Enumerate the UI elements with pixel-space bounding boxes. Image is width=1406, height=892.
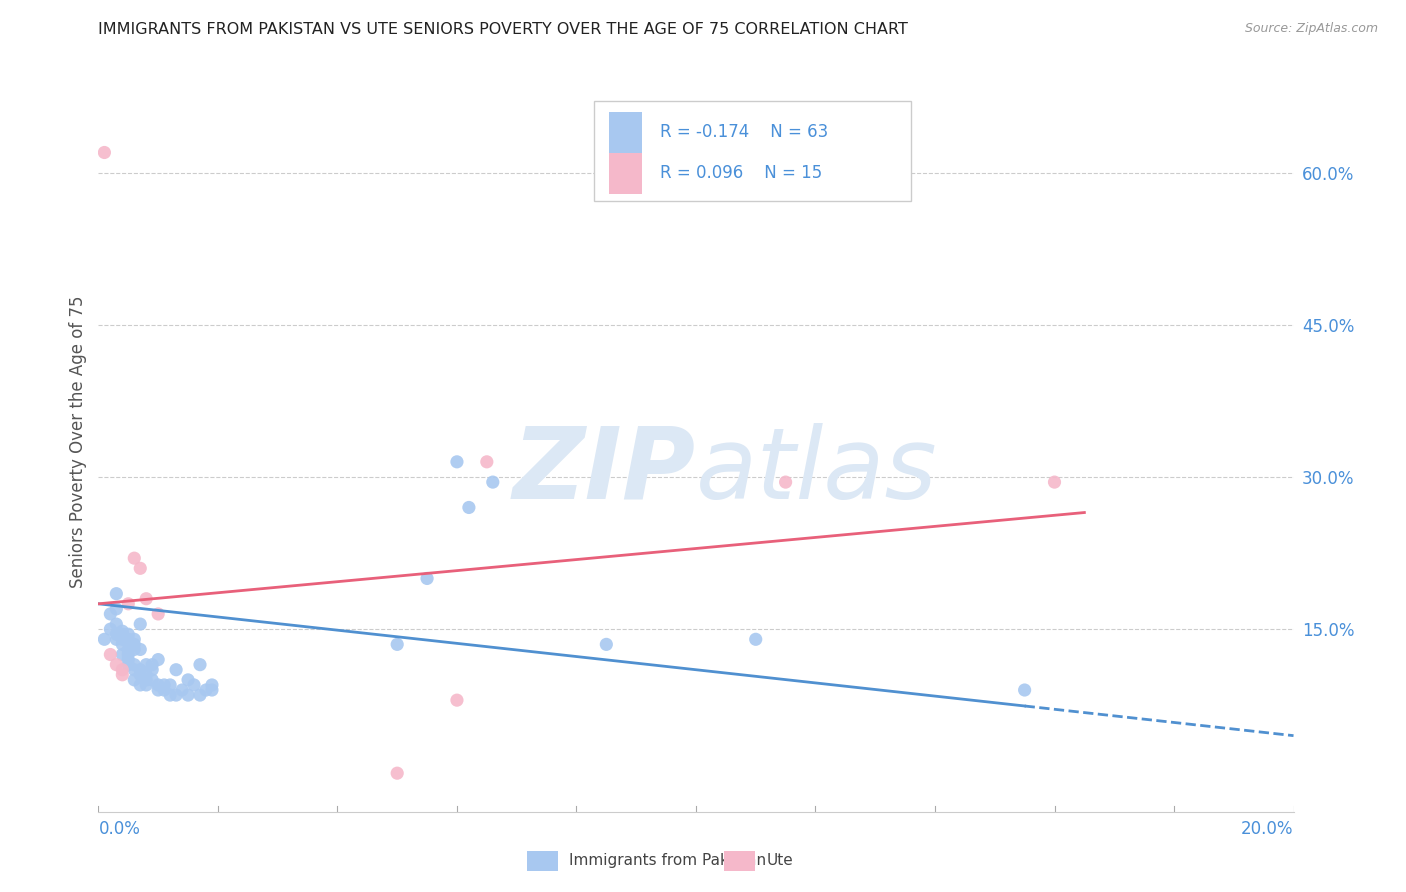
Point bbox=[105, 657, 128, 672]
Point bbox=[446, 455, 468, 469]
Bar bbox=[609, 153, 643, 194]
Point bbox=[177, 673, 200, 687]
Point bbox=[135, 657, 157, 672]
FancyBboxPatch shape bbox=[595, 101, 911, 201]
Bar bbox=[609, 112, 643, 153]
Point bbox=[111, 624, 134, 639]
Text: IMMIGRANTS FROM PAKISTAN VS UTE SENIORS POVERTY OVER THE AGE OF 75 CORRELATION C: IMMIGRANTS FROM PAKISTAN VS UTE SENIORS … bbox=[98, 22, 908, 37]
Point bbox=[475, 455, 498, 469]
Point bbox=[124, 551, 146, 566]
Y-axis label: Seniors Poverty Over the Age of 75: Seniors Poverty Over the Age of 75 bbox=[69, 295, 87, 588]
Point bbox=[201, 678, 224, 692]
Point bbox=[135, 591, 157, 606]
Point bbox=[159, 688, 181, 702]
Point bbox=[141, 663, 163, 677]
Point bbox=[135, 678, 157, 692]
Point bbox=[385, 766, 409, 780]
Point bbox=[105, 632, 128, 647]
Point bbox=[117, 648, 139, 662]
Point bbox=[117, 642, 139, 657]
Point bbox=[129, 663, 152, 677]
Point bbox=[124, 663, 146, 677]
Point bbox=[105, 602, 128, 616]
Point bbox=[117, 657, 139, 672]
Point bbox=[93, 145, 115, 160]
Point bbox=[153, 678, 176, 692]
Point bbox=[124, 642, 146, 657]
Point bbox=[148, 683, 170, 698]
Point bbox=[117, 632, 139, 647]
Point bbox=[1043, 475, 1066, 489]
Point bbox=[100, 607, 122, 621]
Text: ZIP: ZIP bbox=[513, 423, 696, 520]
Point bbox=[458, 500, 481, 515]
Text: 0.0%: 0.0% bbox=[98, 820, 141, 838]
Point bbox=[117, 627, 139, 641]
Text: 20.0%: 20.0% bbox=[1241, 820, 1294, 838]
Point bbox=[111, 627, 134, 641]
Point bbox=[745, 632, 768, 647]
Point bbox=[172, 683, 194, 698]
Point bbox=[129, 561, 152, 575]
Point bbox=[148, 652, 170, 666]
Point bbox=[111, 632, 134, 647]
Point bbox=[775, 475, 797, 489]
Point bbox=[385, 637, 409, 651]
Point bbox=[153, 683, 176, 698]
Point bbox=[111, 637, 134, 651]
Point bbox=[129, 642, 152, 657]
Point bbox=[105, 627, 128, 641]
Point bbox=[111, 663, 134, 677]
Point bbox=[93, 632, 115, 647]
Text: Source: ZipAtlas.com: Source: ZipAtlas.com bbox=[1244, 22, 1378, 36]
Point bbox=[148, 678, 170, 692]
Point bbox=[135, 673, 157, 687]
Text: R = 0.096    N = 15: R = 0.096 N = 15 bbox=[661, 164, 823, 182]
Point bbox=[177, 688, 200, 702]
Point bbox=[1014, 683, 1036, 698]
Point bbox=[100, 648, 122, 662]
Text: R = -0.174    N = 63: R = -0.174 N = 63 bbox=[661, 123, 828, 142]
Text: atlas: atlas bbox=[696, 423, 938, 520]
Point bbox=[416, 571, 439, 585]
Point bbox=[117, 652, 139, 666]
Point bbox=[195, 683, 218, 698]
Point bbox=[165, 663, 187, 677]
Point bbox=[124, 673, 146, 687]
Point bbox=[105, 587, 128, 601]
Point bbox=[111, 648, 134, 662]
Point bbox=[124, 657, 146, 672]
Point bbox=[141, 657, 163, 672]
Point bbox=[141, 673, 163, 687]
Point bbox=[188, 657, 211, 672]
Point bbox=[129, 668, 152, 682]
Point bbox=[183, 678, 205, 692]
Point bbox=[148, 607, 170, 621]
Point bbox=[159, 678, 181, 692]
Text: Ute: Ute bbox=[766, 854, 793, 868]
Point bbox=[446, 693, 468, 707]
Point bbox=[188, 688, 211, 702]
Point bbox=[124, 637, 146, 651]
Point bbox=[165, 688, 187, 702]
Point bbox=[595, 637, 617, 651]
Point bbox=[105, 617, 128, 632]
Point bbox=[129, 617, 152, 632]
Point bbox=[481, 475, 505, 489]
Point bbox=[135, 668, 157, 682]
Point bbox=[111, 668, 134, 682]
Text: Immigrants from Pakistan: Immigrants from Pakistan bbox=[569, 854, 766, 868]
Point bbox=[129, 678, 152, 692]
Point bbox=[201, 683, 224, 698]
Point bbox=[100, 622, 122, 636]
Point bbox=[124, 632, 146, 647]
Point bbox=[117, 597, 139, 611]
